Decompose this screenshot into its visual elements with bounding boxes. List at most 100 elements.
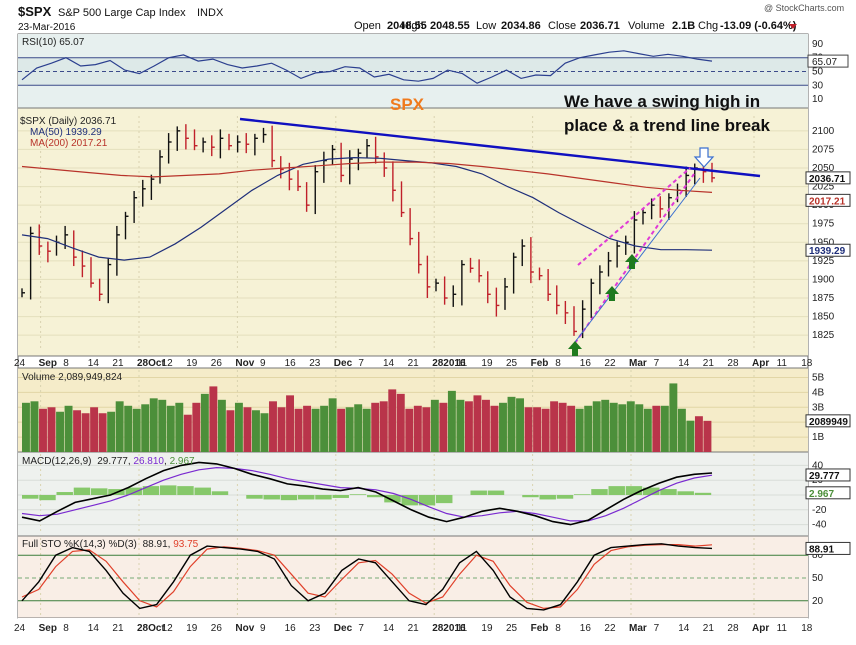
x-label-bottom: 28 — [727, 623, 739, 634]
macd-histogram-bar — [539, 495, 556, 500]
x-label-mid: 16 — [285, 358, 297, 369]
up-arrow-icon — [625, 254, 639, 269]
sto-tick-20: 20 — [812, 596, 824, 607]
volume-bar — [592, 401, 601, 452]
volume-bar — [200, 393, 209, 452]
x-label-bottom: Dec — [334, 623, 353, 634]
sto-layer: 80 50 20 — [18, 543, 824, 611]
macd-tag-box — [805, 468, 851, 482]
price-layer — [21, 117, 761, 356]
low-label: Low — [476, 20, 496, 32]
x-label-mid: 25 — [506, 358, 518, 369]
x-label-mid: 11 — [777, 358, 788, 369]
rsi-label: RSI(10) 65.07 — [22, 37, 85, 48]
macd-hist-value: 2.967 — [170, 456, 195, 467]
volume-bar — [56, 411, 64, 452]
macd-histogram-bar — [315, 495, 332, 500]
x-label-mid: 16 — [580, 358, 592, 369]
x-label-bottom: 21 — [703, 623, 715, 634]
volume-bar — [73, 410, 82, 452]
x-label-bottom: 282016 — [432, 623, 466, 634]
volume-bar — [490, 405, 499, 452]
x-label-mid: 21 — [112, 358, 124, 369]
volume-bar — [269, 401, 277, 452]
volume-bar — [635, 404, 644, 452]
x-label-mid: 14 — [88, 358, 100, 369]
open-label: Open — [354, 20, 381, 32]
rsi-tick-90: 90 — [812, 39, 824, 50]
ma200-tag-box — [805, 193, 851, 207]
volume-bar — [217, 399, 226, 452]
x-label-mid: 28Oct — [137, 358, 165, 369]
x-label-bottom: 12 — [162, 623, 174, 634]
price-tick-1875: 1875 — [812, 293, 835, 304]
x-label-bottom: 7 — [654, 623, 660, 634]
macd-histogram-bar — [263, 495, 280, 500]
volume-bar — [362, 408, 371, 452]
volume-bar — [541, 408, 550, 452]
x-label-mid: 26 — [211, 358, 223, 369]
macd-histogram-bar — [677, 491, 694, 495]
price-panel — [18, 108, 808, 356]
down-arrow-icon — [693, 147, 715, 168]
x-label-bottom: 8 — [63, 623, 69, 634]
macd-histogram-bar — [160, 485, 177, 495]
rsi-value-tag: 65.07 — [812, 57, 837, 68]
volume-bar — [379, 401, 388, 452]
rsi-tick-30: 30 — [812, 80, 824, 91]
macd-hist-tag: 2.967 — [809, 489, 834, 500]
macd-histogram-bar — [694, 492, 712, 495]
volume-bar — [652, 405, 661, 452]
x-label-mid: 21 — [703, 358, 715, 369]
macd-histogram-bar — [125, 487, 142, 495]
volume-tick: 3B — [812, 402, 825, 413]
volume-bar — [286, 395, 294, 452]
macd-prefix: MACD(12,26,9) — [22, 456, 91, 467]
x-label-bottom: 19 — [186, 623, 198, 634]
rsi-tick-50: 50 — [812, 67, 824, 78]
volume-bar — [626, 401, 635, 452]
sto-d-value: 93.75 — [173, 539, 198, 550]
rsi-value-tag-box — [807, 54, 849, 68]
volume-bar — [405, 408, 414, 452]
volume-bar — [337, 408, 346, 452]
macd-histogram-bar — [177, 486, 194, 495]
price-tick-1925: 1925 — [812, 256, 835, 267]
volume-bar — [124, 405, 133, 452]
price-label: $SPX (Daily) 2036.71 — [20, 116, 117, 127]
price-tick-1850: 1850 — [812, 312, 835, 323]
macd-histogram-bar — [418, 495, 436, 506]
volume-bar — [669, 383, 678, 452]
volume-bar — [30, 401, 39, 452]
sto-label: Full STO %K(14,3) %D(3) 88.91, 93.75 — [22, 539, 199, 550]
macd-histogram-bar — [142, 486, 160, 495]
close-label: Close — [548, 20, 576, 32]
header-symbol: $SPX — [18, 4, 52, 19]
x-label-mid: 14 — [383, 358, 395, 369]
x-label-bottom: 28Oct — [137, 623, 165, 634]
value-tags: 2036.71 2017.21 1939.29 2089949 29.777 2.967 8… — [805, 171, 851, 555]
x-label-bottom: 19 — [481, 623, 493, 634]
x-label-bottom: 14 — [88, 623, 100, 634]
macd-histogram-bar — [367, 495, 384, 498]
volume-bar — [243, 407, 252, 452]
volume-bar — [439, 402, 448, 452]
ma50-tag: 1939.29 — [809, 246, 846, 257]
volume-bar — [252, 410, 260, 452]
price-tick-1975: 1975 — [812, 219, 835, 230]
macd-tick: 40 — [812, 460, 824, 471]
macd-value: 29.777 — [97, 456, 128, 467]
volume-bar — [132, 408, 141, 452]
x-label-mid: 18 — [801, 358, 813, 369]
x-label-mid: Feb — [531, 358, 549, 369]
x-label-bottom: 21 — [112, 623, 124, 634]
volume-bar — [516, 398, 524, 452]
macd-histogram-bar — [556, 495, 574, 499]
macd-histogram-bar — [56, 492, 73, 495]
x-label-bottom: 9 — [260, 623, 266, 634]
macd-histogram-bar — [73, 487, 91, 495]
volume-bar — [345, 407, 354, 452]
volume-tick: 1B — [812, 432, 825, 443]
up-arrow-icon — [605, 286, 619, 301]
